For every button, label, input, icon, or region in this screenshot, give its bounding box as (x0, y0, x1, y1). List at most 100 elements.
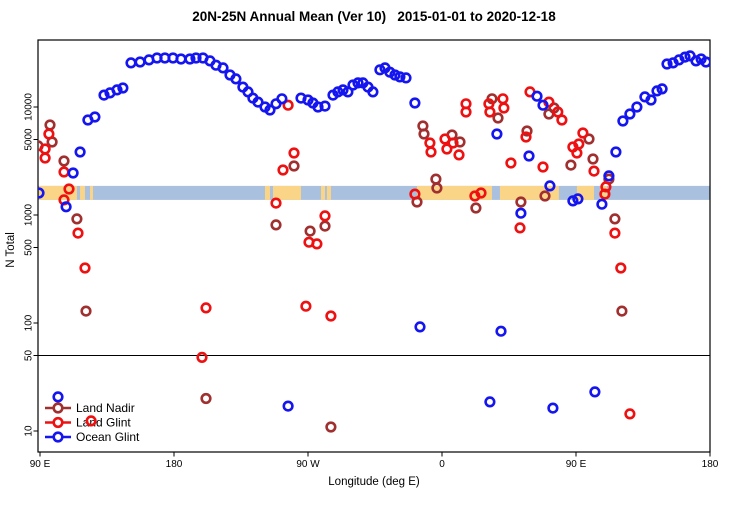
data-point (520, 131, 532, 143)
data-point (615, 262, 627, 274)
data-point (577, 127, 589, 139)
data-point (523, 150, 535, 162)
data-point (325, 421, 337, 433)
map-band-land-segment (264, 185, 271, 200)
legend-label-land-glint: Land Glint (76, 416, 131, 430)
data-point (544, 180, 556, 192)
data-point (409, 97, 421, 109)
x-axis-label: Longitude (deg E) (328, 476, 420, 488)
data-point (80, 305, 92, 317)
data-point (425, 146, 437, 158)
data-point (282, 99, 294, 111)
legend-marker-land-nadir (52, 402, 64, 414)
data-point (400, 72, 412, 84)
map-band-land-segment (576, 185, 595, 200)
data-point (539, 190, 551, 202)
data-point (491, 128, 503, 140)
y-tick-label: 100 (24, 314, 35, 331)
data-point (60, 201, 72, 213)
x-tick-label: 0 (439, 459, 445, 470)
data-point (63, 183, 75, 195)
map-band-land-segment (90, 185, 94, 200)
legend-label-ocean-glint: Ocean Glint (76, 430, 140, 444)
map-band-land-segment (273, 185, 302, 200)
data-point (556, 114, 568, 126)
data-point (184, 53, 196, 65)
plot-box (37, 39, 711, 453)
data-point (352, 77, 364, 89)
data-point (300, 300, 312, 312)
data-point (454, 136, 466, 148)
legend-marker-ocean-glint (52, 431, 64, 443)
data-point (111, 84, 123, 96)
data-point (588, 165, 600, 177)
axes: 90 E 180 90 W 0 90 E 180 10000 5000 1000 500 100 50… (24, 93, 719, 470)
data-point (44, 119, 56, 131)
data-point (264, 104, 276, 116)
data-point (319, 220, 331, 232)
map-band-land-segment (320, 185, 325, 200)
data-point (200, 302, 212, 314)
data-point (367, 86, 379, 98)
data-point (600, 181, 612, 193)
y-tick-label: 50 (24, 350, 35, 362)
x-tick-label: 180 (702, 459, 719, 470)
data-point (572, 193, 584, 205)
data-point (484, 106, 496, 118)
legend-marker-land-glint (52, 416, 64, 429)
data-point (609, 213, 621, 225)
data-point (441, 143, 453, 155)
data-point (89, 111, 101, 123)
data-point (39, 152, 51, 164)
data-point (447, 137, 459, 149)
data-point (497, 93, 509, 105)
data-point (342, 86, 354, 98)
x-tick-label: 90 E (30, 459, 51, 470)
y-tick-label: 10 (24, 425, 35, 437)
data-point (38, 187, 45, 199)
data-point (117, 82, 129, 94)
data-point (645, 94, 657, 106)
y-tick-label: 1000 (24, 203, 35, 226)
x-tick-label: 90 E (566, 459, 587, 470)
data-point (514, 222, 526, 234)
data-point (521, 125, 533, 137)
data-point (374, 64, 386, 76)
data-point (583, 133, 595, 145)
data-point (470, 202, 482, 214)
data-point (74, 146, 86, 158)
data-point (624, 408, 636, 420)
data-point (79, 262, 91, 274)
data-point (39, 143, 51, 155)
data-point (200, 392, 212, 405)
data-point (679, 51, 691, 63)
data-point (270, 197, 282, 209)
x-tick-label: 180 (166, 459, 183, 470)
data-point (71, 213, 83, 225)
map-band-land-segment (499, 185, 559, 200)
data-point (276, 93, 288, 105)
series-land-glint (39, 86, 636, 427)
data-point (515, 196, 527, 208)
data-point (424, 137, 436, 149)
series-land-nadir (38, 93, 628, 433)
data-point (460, 106, 472, 118)
legend-label-land-nadir: Land Nadir (76, 401, 135, 415)
data-point (409, 188, 421, 200)
data-point (418, 128, 430, 140)
data-point (631, 101, 643, 113)
data-point (282, 400, 294, 412)
series-ocean-glint (38, 50, 710, 414)
data-point (288, 160, 300, 172)
map-band-land-segment (599, 185, 607, 200)
data-points-layer (38, 50, 710, 433)
data-point (571, 147, 583, 159)
data-point (505, 157, 517, 169)
data-point (43, 128, 55, 140)
data-point (319, 100, 331, 112)
data-point (270, 219, 282, 231)
data-point (98, 89, 110, 101)
data-point (72, 227, 84, 239)
data-point (304, 225, 316, 237)
